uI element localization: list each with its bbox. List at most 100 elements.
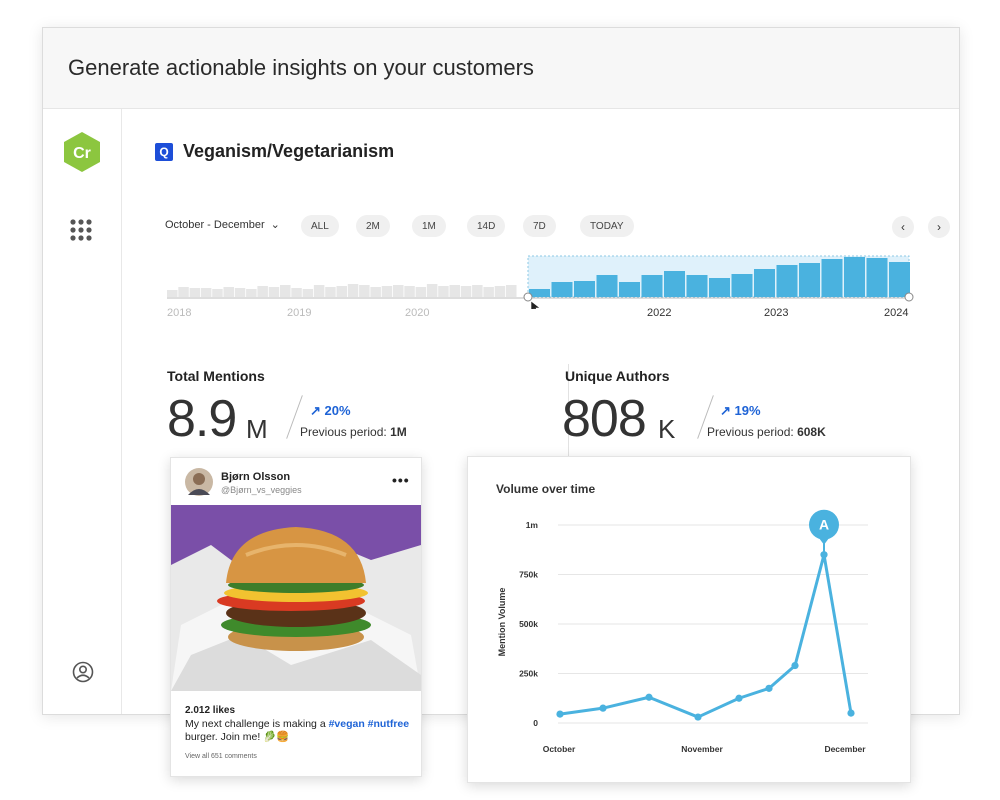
timeline-bar	[291, 288, 302, 297]
x-tick-label: November	[681, 744, 723, 754]
page-title: Generate actionable insights on your cus…	[68, 55, 534, 80]
total-mentions-delta-value: 20%	[324, 403, 351, 418]
sidebar: Cr	[43, 109, 122, 714]
timeline-bar	[246, 289, 257, 297]
timeline-bar-selected	[619, 282, 640, 297]
caption-hashtags[interactable]: #vegan #nutfree	[328, 718, 410, 730]
arrow-up-right-icon: ↗	[720, 403, 731, 418]
timeline-bar	[506, 285, 517, 297]
timeline-bar	[178, 287, 189, 297]
timeline-bar	[268, 287, 280, 297]
arrow-up-right-icon: ↗	[310, 403, 321, 418]
y-tick-label: 750k	[519, 570, 538, 580]
y-axis-label: Mention Volume	[497, 588, 507, 657]
avatar[interactable]	[185, 468, 213, 496]
timeline-bar	[223, 287, 234, 297]
unique-authors-value: 808	[562, 390, 647, 448]
total-mentions-previous: Previous period: 1M	[300, 425, 407, 439]
x-tick-label: October	[543, 744, 576, 754]
topic-heading: Q Veganism/Vegetarianism	[155, 141, 394, 162]
data-point	[847, 709, 855, 717]
social-post-card[interactable]: Bjørn Olsson @Bjørn_vs_veggies ••• 2.012…	[170, 457, 422, 777]
unique-authors-unit: K	[658, 414, 676, 444]
chevron-down-icon: ⌄	[270, 219, 280, 231]
y-tick-label: 0	[533, 718, 538, 728]
timeline-bar-selected	[574, 281, 595, 297]
timeline-bar	[167, 290, 178, 297]
previous-period-label: Previous period:	[300, 425, 387, 439]
stats-divider	[568, 364, 569, 456]
timeline-bar-selected	[551, 282, 573, 297]
timeline-bar-selected	[686, 275, 708, 297]
timeline-bar	[313, 285, 325, 297]
timeline-bar-selected	[731, 274, 753, 297]
timeline-bar	[404, 286, 415, 297]
timeline-bar-selected	[596, 275, 618, 297]
caption-text-end: burger. Join me! 🥬🍔	[185, 731, 290, 743]
timeline-bar	[426, 284, 438, 297]
timeline-bar-selected	[821, 259, 843, 297]
date-range-dropdown[interactable]: October - December ⌄	[165, 218, 280, 232]
timeline-year-2018: 2018	[167, 307, 192, 319]
timeline-bar	[325, 287, 336, 297]
date-range-label: October - December	[165, 218, 265, 231]
timeline-bar	[381, 286, 393, 297]
filter-pill-2m[interactable]: 2M	[356, 215, 390, 237]
view-comments-link[interactable]: View all 651 comments	[185, 753, 257, 760]
x-tick-label: December	[824, 744, 866, 754]
apps-grid-icon[interactable]	[70, 219, 92, 241]
timeline-histogram[interactable]	[167, 249, 915, 309]
data-point	[599, 704, 607, 712]
filter-pill-7d[interactable]: 7D	[523, 215, 556, 237]
series-line	[559, 553, 853, 719]
timeline-bar	[280, 285, 291, 297]
timeline-year-2024: 2024	[884, 307, 909, 319]
total-mentions-label: Total Mentions	[167, 368, 265, 384]
data-point	[645, 693, 653, 701]
total-mentions-delta: ↗ 20%	[310, 403, 351, 419]
previous-period-value: 1M	[390, 425, 407, 439]
timeline-handle-left[interactable]	[523, 292, 533, 302]
app-header: Generate actionable insights on your cus…	[43, 28, 959, 109]
timeline-bar	[494, 286, 506, 297]
timeline-bar	[234, 288, 246, 297]
unique-authors-previous: Previous period: 608K	[707, 425, 826, 439]
annotation-marker[interactable]	[809, 509, 839, 540]
y-tick-label: 1m	[526, 520, 539, 530]
volume-line-chart[interactable]: Mention Volume 0 250k 500k 750k 1m October No…	[468, 457, 910, 782]
timeline-bar	[449, 285, 460, 297]
data-point	[556, 710, 564, 718]
main-content: Q Veganism/Vegetarianism October - Decem…	[122, 109, 959, 714]
timeline-bar-selected	[799, 263, 820, 297]
more-options-icon[interactable]: •••	[392, 472, 410, 488]
timeline-handle-right[interactable]	[904, 292, 914, 302]
y-tick-label: 250k	[519, 669, 538, 679]
timeline-bar	[302, 289, 314, 297]
post-author-name[interactable]: Bjørn Olsson	[221, 471, 291, 483]
unique-authors-label: Unique Authors	[565, 368, 670, 384]
filter-pill-1m[interactable]: 1M	[412, 215, 446, 237]
unique-authors-delta-value: 19%	[734, 403, 761, 418]
timeline-bar-selected	[529, 289, 550, 297]
user-profile-icon[interactable]	[72, 661, 94, 683]
timeline-year-2019: 2019	[287, 307, 312, 319]
next-period-button[interactable]: ›	[928, 216, 950, 238]
filter-pill-all[interactable]: ALL	[301, 215, 339, 237]
data-point	[694, 713, 702, 721]
timeline-bar	[393, 285, 404, 297]
app-logo[interactable]: Cr	[63, 131, 101, 173]
prev-period-button[interactable]: ‹	[892, 216, 914, 238]
timeline-bar	[359, 285, 370, 297]
annotation-label: A	[819, 517, 829, 533]
post-image-burger	[171, 505, 421, 691]
timeline-bar	[347, 284, 359, 297]
timeline-bar	[472, 285, 483, 297]
timeline-bar	[370, 287, 381, 297]
post-caption: My next challenge is making a #vegan #nu…	[185, 718, 411, 744]
topic-title: Veganism/Vegetarianism	[183, 141, 395, 161]
query-icon: Q	[155, 142, 173, 161]
y-tick-label: 500k	[519, 619, 538, 629]
timeline-bar	[189, 288, 201, 297]
filter-pill-14d[interactable]: 14D	[467, 215, 506, 237]
filter-pill-today[interactable]: TODAY	[580, 215, 634, 237]
